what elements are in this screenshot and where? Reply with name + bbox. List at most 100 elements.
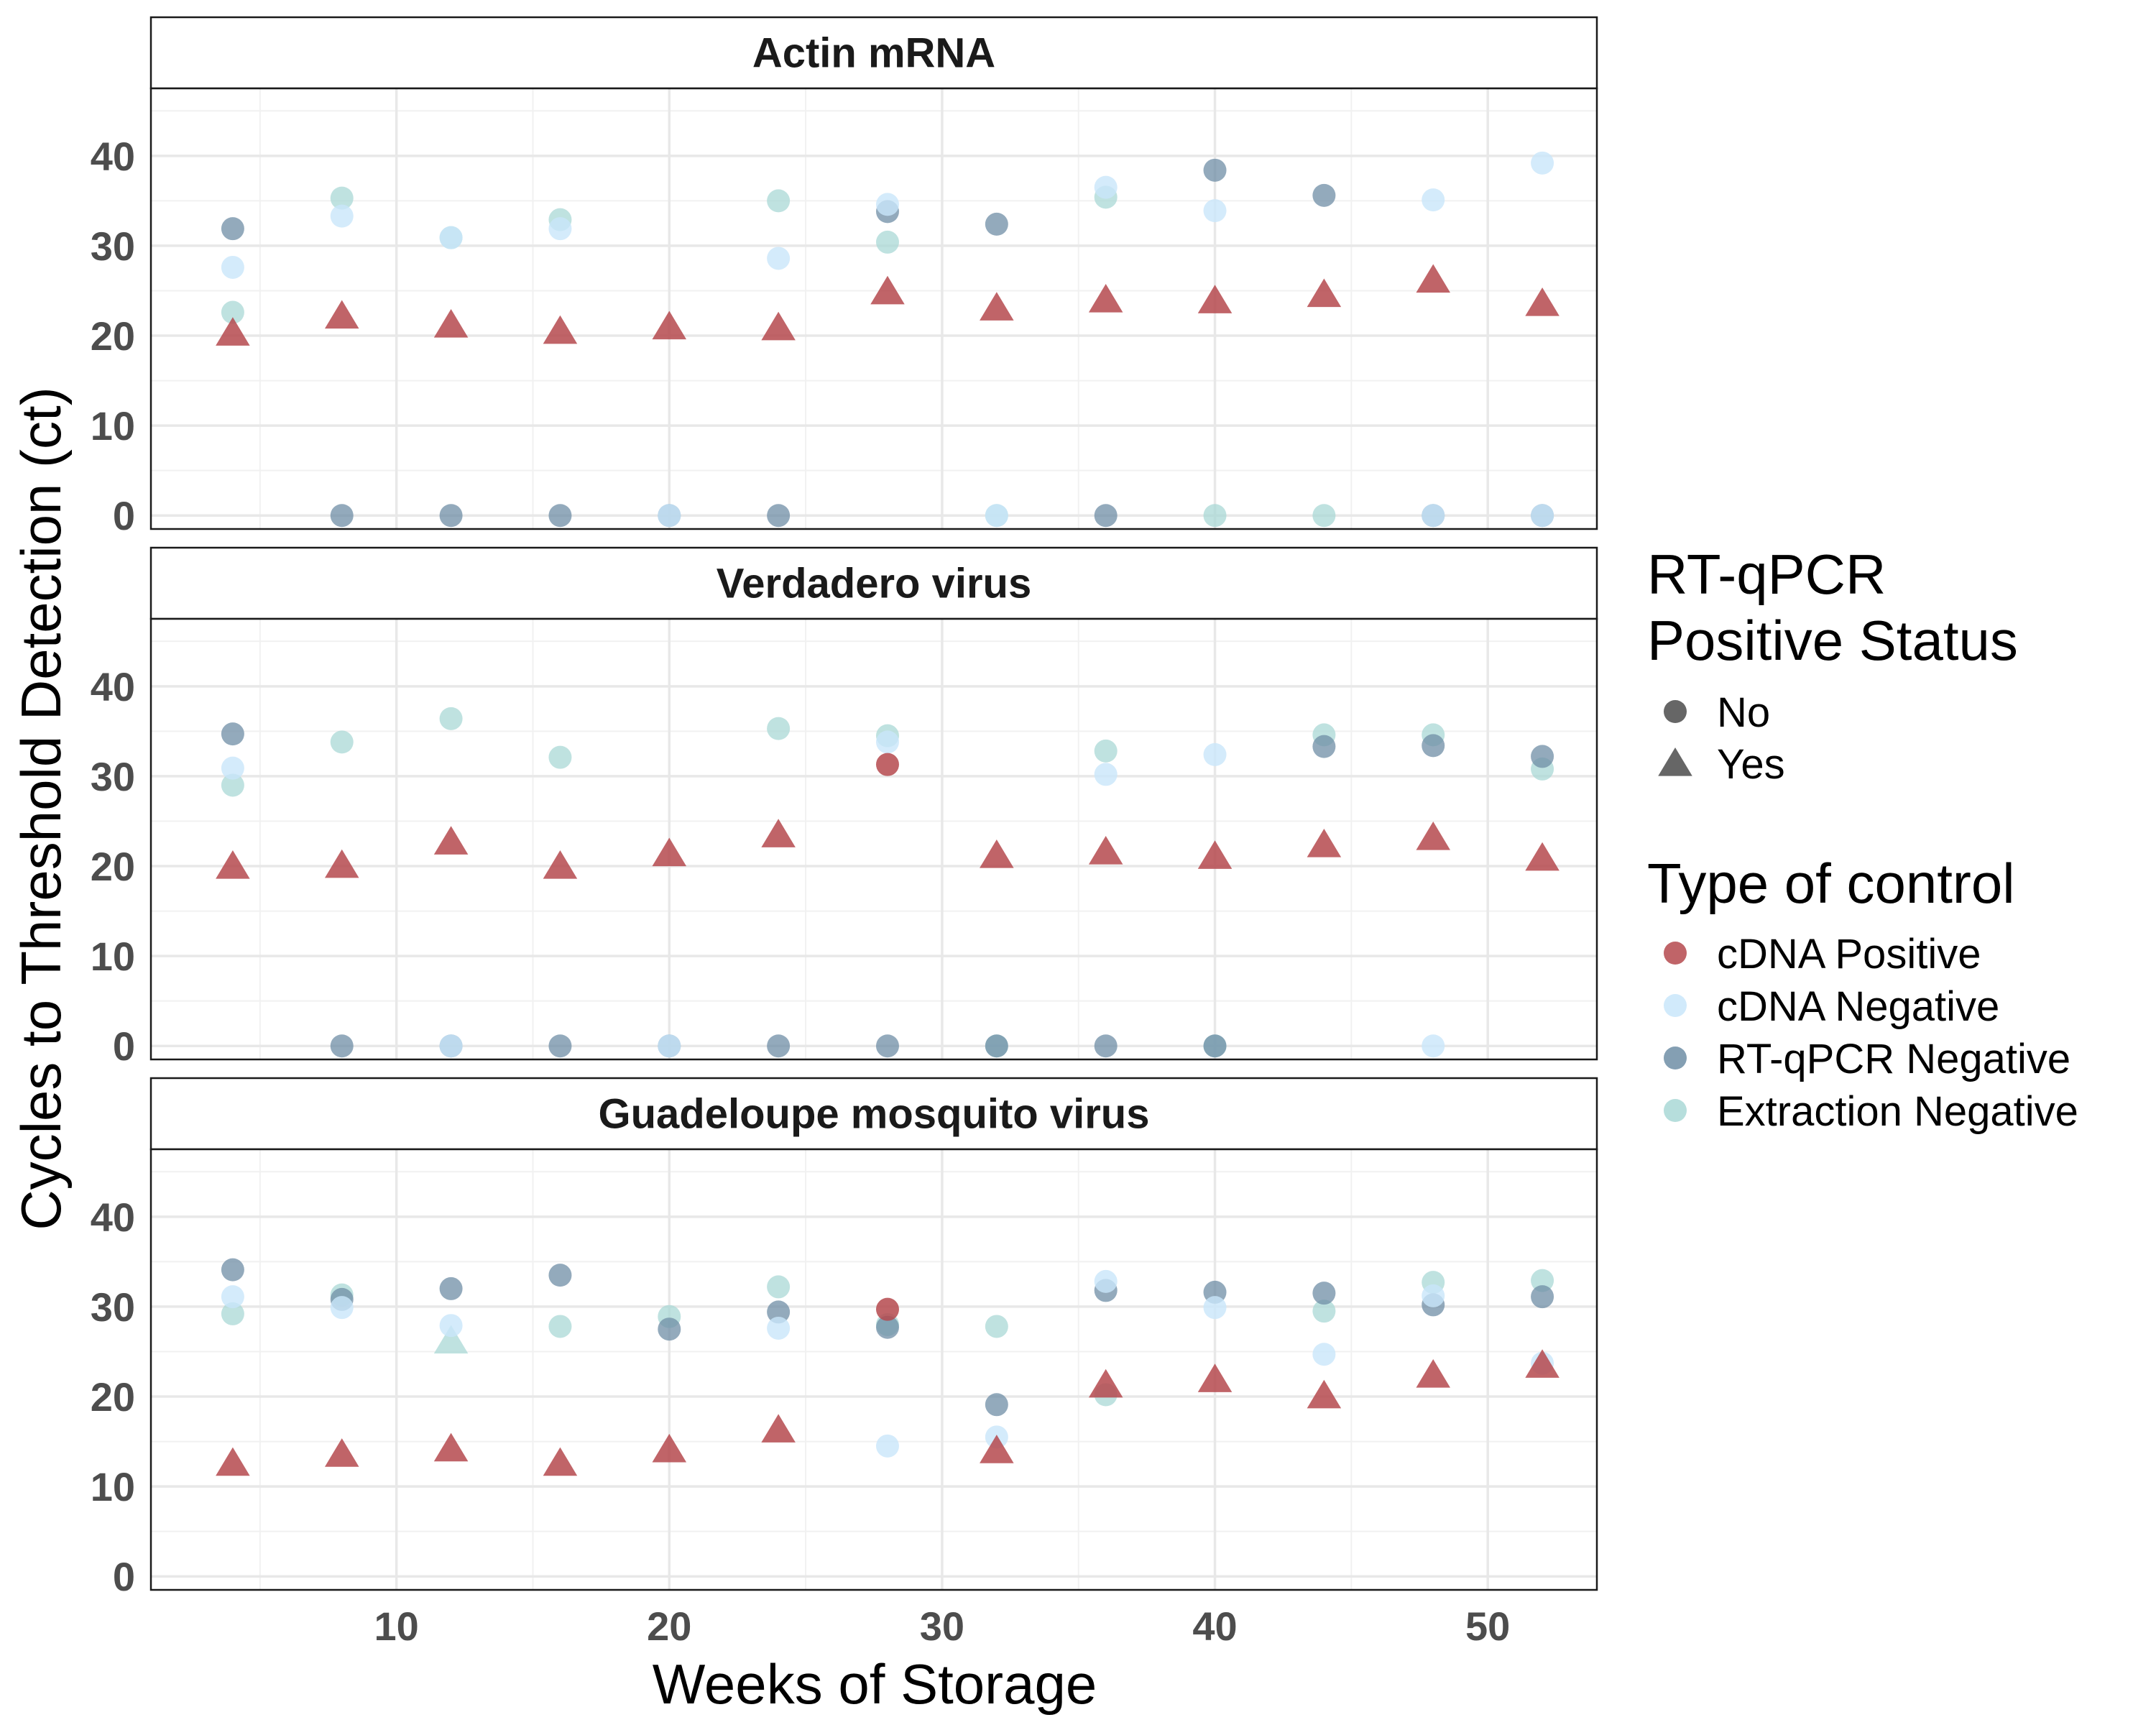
point-extraction-negative bbox=[1203, 504, 1227, 528]
point-cdna-positive-triangle bbox=[324, 1438, 359, 1467]
point-cdna-negative bbox=[875, 193, 899, 216]
point-cdna-negative bbox=[1531, 151, 1554, 175]
shape-legend-title-line: Positive Status bbox=[1647, 609, 2018, 672]
legend-key-rt-qpcr-negative bbox=[1664, 1046, 1687, 1070]
point-cdna-positive-triangle bbox=[980, 292, 1014, 321]
point-cdna-positive-triangle bbox=[1307, 1379, 1342, 1409]
point-rt-qpcr-negative bbox=[330, 504, 354, 528]
point-rt-qpcr-negative bbox=[1203, 1034, 1227, 1058]
point-cdna-positive-triangle bbox=[1525, 287, 1560, 316]
point-extraction-negative bbox=[330, 186, 354, 210]
legend-label-extraction-negative: Extraction Negative bbox=[1717, 1088, 2078, 1135]
point-cdna-positive-triangle bbox=[1197, 840, 1233, 869]
legend-key-triangle bbox=[1658, 748, 1692, 776]
point-cdna-negative bbox=[1203, 199, 1227, 223]
point-cdna-negative bbox=[221, 756, 244, 780]
point-cdna-negative bbox=[1312, 1343, 1336, 1366]
point-cdna-negative bbox=[1094, 763, 1118, 786]
point-extraction-negative bbox=[1312, 1300, 1336, 1323]
plot-background bbox=[151, 1149, 1597, 1590]
y-tick-label: 0 bbox=[113, 1024, 135, 1069]
point-cdna-negative bbox=[221, 1285, 244, 1309]
legend-key-circle bbox=[1664, 700, 1687, 723]
point-rt-qpcr-negative bbox=[330, 1034, 354, 1058]
point-extraction-negative bbox=[221, 773, 244, 797]
y-tick-label: 20 bbox=[91, 1374, 135, 1420]
point-rt-qpcr-negative bbox=[1094, 1034, 1118, 1058]
point-cdna-positive-triangle bbox=[980, 840, 1014, 868]
point-cdna-positive-triangle bbox=[1088, 283, 1123, 313]
point-extraction-negative bbox=[767, 189, 791, 213]
point-cdna-negative bbox=[1422, 1284, 1445, 1307]
point-rt-qpcr-negative bbox=[985, 1034, 1008, 1058]
point-cdna-negative bbox=[658, 504, 681, 528]
y-tick-label: 10 bbox=[91, 1464, 135, 1509]
y-tick-label: 30 bbox=[91, 1284, 135, 1330]
panel-actin-mrna: Actin mRNA 0 10 20 30 40 bbox=[91, 16, 1598, 538]
legend-key-cdna-negative bbox=[1664, 994, 1687, 1017]
point-rt-qpcr-negative bbox=[985, 212, 1008, 236]
facet-strip bbox=[149, 546, 1598, 620]
plot-background bbox=[151, 619, 1597, 1059]
facet-title: Actin mRNA bbox=[752, 30, 995, 77]
x-tick-label: 10 bbox=[374, 1604, 419, 1649]
point-cdna-positive-triangle bbox=[216, 317, 250, 346]
x-tick-label: 20 bbox=[647, 1604, 691, 1649]
point-cdna-positive-triangle bbox=[980, 1435, 1014, 1463]
point-cdna-negative bbox=[548, 217, 572, 241]
y-tick-label: 0 bbox=[113, 493, 135, 538]
point-cdna-negative bbox=[439, 1034, 463, 1058]
point-cdna-positive-triangle bbox=[1197, 1363, 1233, 1392]
point-cdna-positive-triangle bbox=[761, 819, 796, 847]
point-cdna-negative bbox=[875, 1434, 899, 1458]
y-tick-label: 20 bbox=[91, 844, 135, 889]
point-cdna-negative bbox=[221, 255, 244, 279]
legend-label-cdna-negative: cDNA Negative bbox=[1717, 983, 1999, 1030]
point-extraction-negative-triangle bbox=[433, 1325, 469, 1354]
point-extraction-negative bbox=[767, 1275, 791, 1299]
y-tick-label: 0 bbox=[113, 1554, 135, 1599]
point-rt-qpcr-negative bbox=[1203, 158, 1227, 182]
point-cdna-negative bbox=[1094, 175, 1118, 199]
legend-key-extraction-negative bbox=[1664, 1099, 1687, 1122]
x-tick-label: 40 bbox=[1192, 1604, 1237, 1649]
point-cdna-negative bbox=[875, 730, 899, 754]
point-cdna-positive-triangle bbox=[761, 311, 796, 341]
point-extraction-negative bbox=[221, 1302, 244, 1325]
point-cdna-positive-triangle bbox=[652, 1433, 687, 1463]
point-extraction-negative bbox=[330, 730, 354, 754]
point-cdna-positive-triangle bbox=[870, 275, 905, 305]
point-cdna-positive-triangle bbox=[1416, 821, 1450, 850]
point-rt-qpcr-negative bbox=[767, 1034, 791, 1058]
y-tick-label: 10 bbox=[91, 403, 135, 448]
panel-border bbox=[149, 1148, 1598, 1591]
point-extraction-negative bbox=[548, 745, 572, 769]
point-extraction-negative bbox=[1531, 1269, 1554, 1292]
point-cdna-negative bbox=[767, 247, 791, 270]
point-rt-qpcr-negative bbox=[221, 722, 244, 746]
y-tick-label: 40 bbox=[91, 134, 135, 179]
panel-border bbox=[149, 617, 1598, 1061]
point-cdna-positive-triangle bbox=[216, 850, 250, 879]
point-cdna-positive-triangle bbox=[1088, 836, 1123, 865]
color-legend-title: Type of control bbox=[1647, 852, 2015, 915]
point-cdna-negative bbox=[1422, 188, 1445, 212]
panel-guadeloupe-mosquito-virus: Guadeloupe mosquito virus 0 10 20 30 40 10 20 30… bbox=[91, 1077, 1598, 1649]
facet-strip bbox=[149, 1077, 1598, 1151]
point-cdna-negative bbox=[1422, 504, 1445, 528]
legend-label-rt-qpcr-negative: RT-qPCR Negative bbox=[1717, 1036, 2070, 1082]
plot-background bbox=[151, 88, 1597, 529]
facet-title: Verdadero virus bbox=[717, 561, 1031, 607]
point-cdna-negative bbox=[330, 1296, 354, 1320]
point-cdna-positive-triangle bbox=[1525, 842, 1560, 871]
point-cdna-negative bbox=[1531, 504, 1554, 528]
point-cdna-negative bbox=[985, 504, 1008, 528]
legend-key-cdna-positive bbox=[1664, 942, 1687, 965]
point-rt-qpcr-negative bbox=[767, 504, 791, 528]
point-extraction-negative bbox=[221, 300, 244, 324]
point-rt-qpcr-negative bbox=[1422, 734, 1445, 758]
shape-legend-title-line: RT-qPCR bbox=[1647, 543, 1886, 606]
point-extraction-negative bbox=[875, 230, 899, 254]
point-cdna-positive-triangle bbox=[652, 310, 687, 340]
